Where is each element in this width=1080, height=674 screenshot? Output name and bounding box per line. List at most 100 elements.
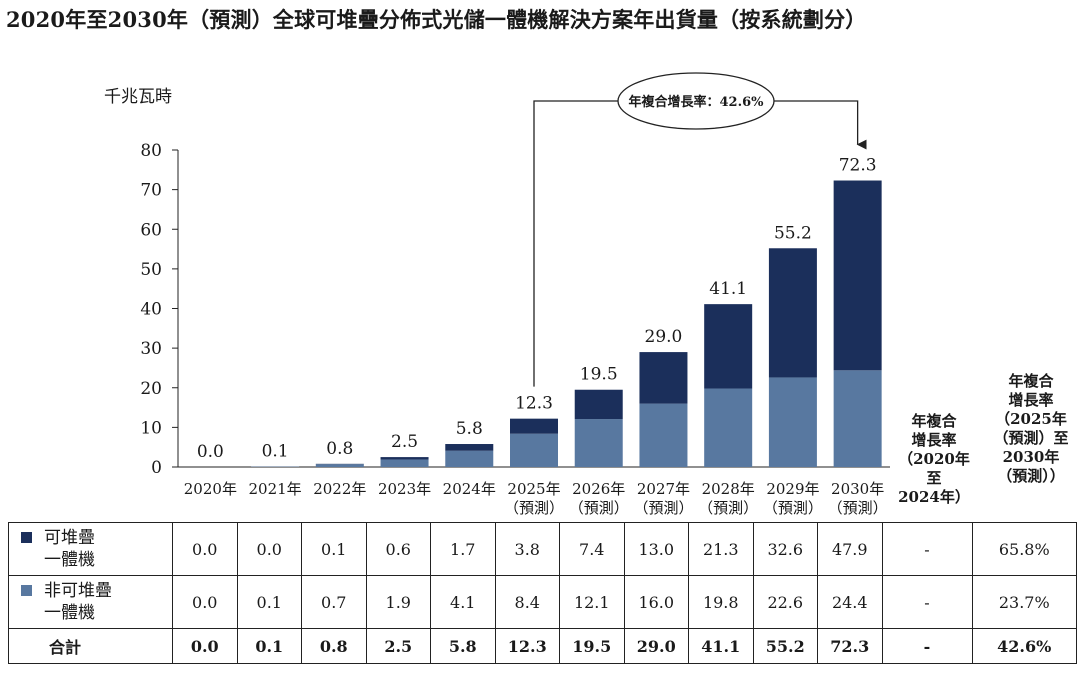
cagr-cell-2020-2024: -: [881, 575, 973, 629]
x-tick-label: 2026年: [572, 480, 625, 498]
table-cell: 29.0: [623, 628, 689, 664]
table-cell: 1.7: [430, 522, 496, 576]
cagr-header-line: （預測）至: [993, 429, 1069, 447]
table-cell: 0.8: [301, 628, 367, 664]
cagr-cell-2025-2030: 65.8%: [971, 522, 1077, 576]
total-value-label: 0.8: [326, 439, 353, 459]
x-tick-label: 2023年: [378, 480, 431, 498]
cagr-cell-2020-2024: -: [881, 628, 973, 664]
table-cell: 0.0: [172, 575, 238, 629]
x-tick-label: 2027年: [637, 480, 690, 498]
data-table: 可堆疊 一體機 0.0 0.0 0.1 0.6 1.7 3.8 7.4 13.0 21.3 32.6 4…: [8, 522, 1077, 664]
table-row: 非可堆疊 一體機 0.0 0.1 0.7 1.9 4.1 8.4 12.1 16.0 19.8 22.…: [8, 575, 1077, 629]
table-cell: 0.0: [172, 522, 238, 576]
cagr-header-line: 增長率: [911, 431, 957, 449]
cagr-header-line: （預測））: [997, 467, 1065, 485]
y-tick-label: 20: [140, 379, 162, 399]
table-row: 可堆疊 一體機 0.0 0.0 0.1 0.6 1.7 3.8 7.4 13.0 21.3 32.6 4…: [8, 522, 1077, 576]
table-cell: 21.3: [688, 522, 754, 576]
cagr-header-line: 增長率: [1008, 391, 1054, 409]
legend-swatch: [21, 532, 32, 543]
cagr-header-line: 年複合: [911, 412, 957, 430]
cagr-header-2020-2024: 年複合 增長率 （2020年至 2024年）: [892, 412, 976, 507]
total-value-label: 19.5: [580, 365, 618, 385]
bars: [251, 180, 882, 467]
cagr-annotation: 年複合增長率：42.6%: [533, 72, 867, 387]
bar-non-stackable: [445, 450, 494, 467]
table-cell: 24.4: [817, 575, 883, 629]
bar-non-stackable: [833, 370, 882, 467]
table-cell: 16.0: [623, 575, 689, 629]
x-tick-note: （預測）: [828, 499, 888, 517]
y-tick-label: 80: [140, 141, 162, 161]
x-tick-note: （預測）: [569, 499, 629, 517]
y-axis-unit-label: 千兆瓦時: [104, 87, 172, 107]
table-cell: 0.6: [365, 522, 431, 576]
y-tick-label: 70: [140, 181, 162, 201]
x-tick-label: 2030年: [831, 480, 884, 498]
bar-stackable: [380, 457, 429, 460]
total-value-label: 2.5: [391, 432, 418, 452]
total-label: 合計: [8, 628, 173, 664]
y-tick-label: 30: [140, 339, 162, 359]
table-cell: 47.9: [817, 522, 883, 576]
table-cell: 5.8: [430, 628, 496, 664]
table-cell: 12.1: [559, 575, 625, 629]
table-cell: 0.0: [236, 522, 302, 576]
x-tick-label: 2020年: [184, 480, 237, 498]
x-tick-note: （預測）: [633, 499, 693, 517]
table-cell: 8.4: [494, 575, 560, 629]
annotation-ellipse: [617, 72, 775, 130]
bar-non-stackable: [768, 377, 817, 467]
table-cell: 0.1: [301, 522, 367, 576]
row-label-line: 一體機: [44, 550, 95, 570]
x-tick-note: （預測）: [763, 499, 823, 517]
bar-non-stackable: [574, 419, 623, 467]
table-cell: 13.0: [623, 522, 689, 576]
cagr-cell-2025-2030: 42.6%: [971, 628, 1077, 664]
annotation-arrow: [774, 100, 867, 150]
annotation-text: 年複合增長率：42.6%: [628, 94, 764, 110]
bar-non-stackable: [380, 459, 429, 467]
bar-stackable: [574, 389, 623, 420]
table-cell: 72.3: [817, 628, 883, 664]
table-cell: 19.8: [688, 575, 754, 629]
bar-chart: 千兆瓦時 0 10 20 30 40 50 60 70 80 0.0 0.1 0.8 2.5 5.8 12…: [104, 72, 890, 517]
table-cell: 7.4: [559, 522, 625, 576]
y-tick-label: 10: [140, 418, 162, 438]
table-cell: 4.1: [430, 575, 496, 629]
bar-stackable: [768, 248, 817, 378]
y-tick-label: 0: [151, 458, 162, 478]
table-cell: 12.3: [494, 628, 560, 664]
table-row-total: 合計 0.0 0.1 0.8 2.5 5.8 12.3 19.5 29.0 41.1 55.2 72.…: [8, 628, 1077, 664]
table-cell: 2.5: [365, 628, 431, 664]
bar-non-stackable: [704, 388, 753, 467]
annotation-line-left: [533, 100, 618, 387]
row-label: 可堆疊 一體機: [8, 522, 173, 576]
cagr-header-2025-2030: 年複合 增長率 （2025年 （預測）至 2030年 （預測））: [988, 372, 1074, 486]
total-value-label: 0.1: [262, 442, 289, 462]
table-cell: 55.2: [752, 628, 818, 664]
x-tick-label: 2021年: [248, 480, 301, 498]
table-cell: 41.1: [688, 628, 754, 664]
bar-non-stackable: [510, 433, 558, 467]
total-value-label: 0.0: [197, 442, 224, 462]
cagr-header-line: （2020年至: [898, 450, 970, 487]
bar-non-stackable: [315, 464, 364, 467]
cagr-header-line: 2030年: [1002, 448, 1060, 466]
cagr-cell-2020-2024: -: [881, 522, 973, 576]
value-labels: 0.0 0.1 0.8 2.5 5.8 12.3 19.5 29.0 41.1 55.2 72.3: [197, 156, 877, 462]
x-tick-label: 2024年: [443, 480, 496, 498]
bar-stackable: [833, 180, 882, 371]
bar-stackable: [445, 444, 494, 451]
table-cell: 0.1: [236, 575, 302, 629]
row-label-line: 可堆疊: [44, 528, 95, 548]
row-label-line: 一體機: [44, 603, 95, 623]
row-label: 非可堆疊 一體機: [8, 575, 173, 629]
legend-swatch: [21, 585, 32, 596]
y-tick-label: 50: [140, 260, 162, 280]
row-label-line: 非可堆疊: [44, 581, 112, 601]
cagr-header-line: 年複合: [1008, 372, 1054, 390]
table-cell: 3.8: [494, 522, 560, 576]
table-cell: 32.6: [752, 522, 818, 576]
